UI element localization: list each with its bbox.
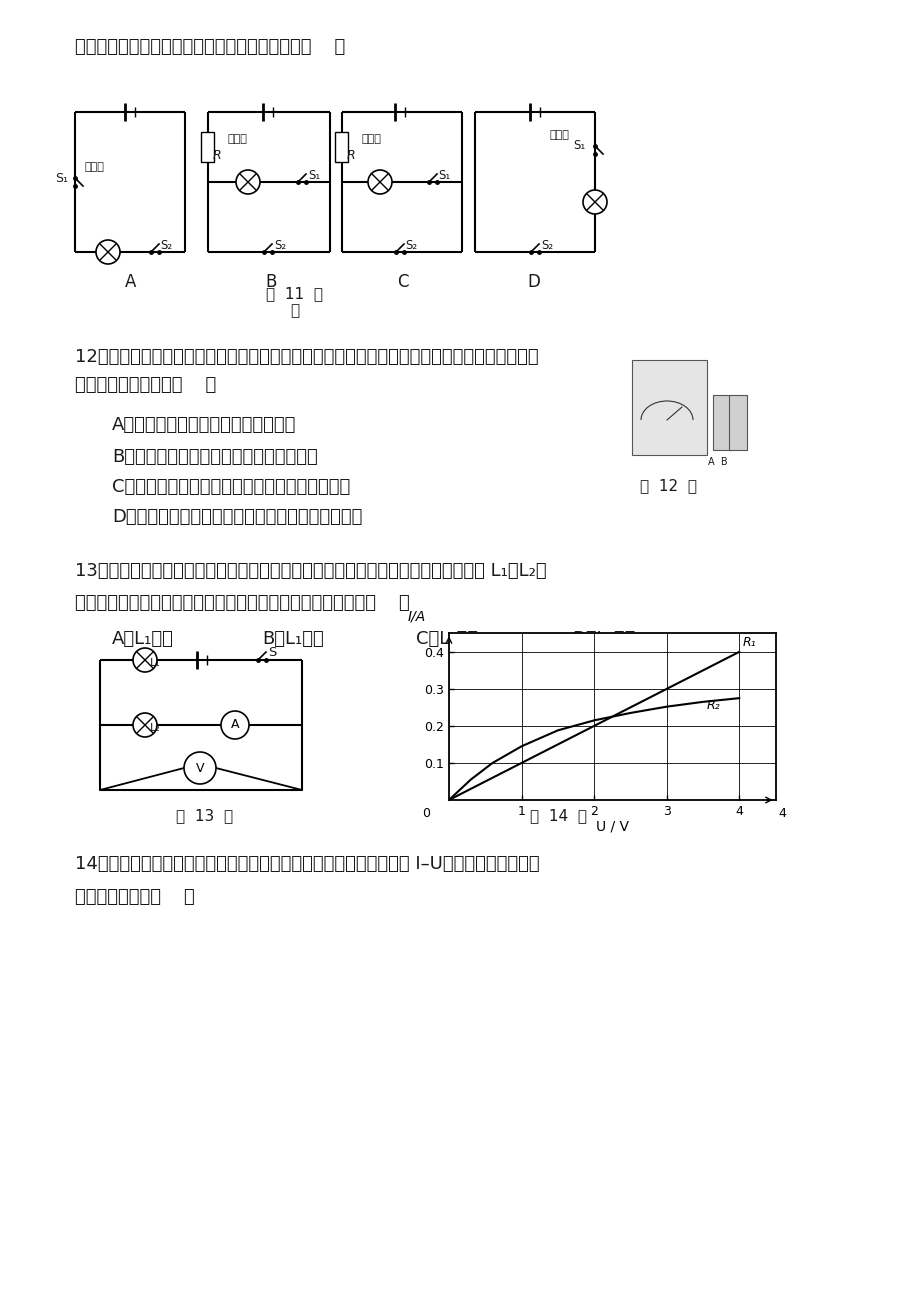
Text: A  B: A B bbox=[708, 457, 727, 467]
Circle shape bbox=[133, 713, 157, 737]
Text: 14．小明在研究通过导体的电流时，根据测量数据绘制出如图所示的 I–U图像。对此作出的判: 14．小明在研究通过导体的电流时，根据测量数据绘制出如图所示的 I–U图像。对此… bbox=[75, 855, 539, 874]
Text: B: B bbox=[265, 273, 276, 292]
Text: 指示灯: 指示灯 bbox=[228, 134, 247, 145]
Bar bbox=[631, 359, 706, 454]
Text: 第  13  题: 第 13 题 bbox=[176, 809, 233, 823]
Circle shape bbox=[221, 711, 249, 740]
Circle shape bbox=[184, 753, 216, 784]
Text: S₁: S₁ bbox=[573, 139, 584, 152]
Text: S₁: S₁ bbox=[437, 169, 449, 182]
Text: D: D bbox=[527, 273, 539, 292]
Text: 图: 图 bbox=[290, 303, 300, 318]
Text: 13．如图所示是某同学研究串联电路中电流、电压特点的电路图。当开关闭合时，灯 L₁、L₂都: 13．如图所示是某同学研究串联电路中电流、电压特点的电路图。当开关闭合时，灯 L… bbox=[75, 562, 546, 579]
Text: R₂: R₂ bbox=[706, 699, 720, 712]
Text: S₂: S₂ bbox=[540, 240, 552, 253]
Text: B．L₁短路: B．L₁短路 bbox=[262, 630, 323, 648]
Text: 12．小明用如图所示的电路，探究影响金属丝电阻大小的因素。他手边除了有电路中的器材外，: 12．小明用如图所示的电路，探究影响金属丝电阻大小的因素。他手边除了有电路中的器… bbox=[75, 348, 538, 366]
Bar bbox=[201, 132, 214, 161]
Text: A: A bbox=[125, 273, 136, 292]
Text: A: A bbox=[231, 719, 239, 732]
Text: 闭合，指示灯熄灭。下列设计最合理的电路图是（    ）: 闭合，指示灯熄灭。下列设计最合理的电路图是（ ） bbox=[75, 38, 345, 56]
Text: 指示灯: 指示灯 bbox=[550, 130, 569, 141]
Text: S₁: S₁ bbox=[308, 169, 320, 182]
Text: 4: 4 bbox=[777, 807, 785, 820]
Text: 第  14  题: 第 14 题 bbox=[529, 809, 586, 823]
Circle shape bbox=[96, 240, 119, 264]
Bar bbox=[728, 395, 746, 450]
Text: 还有一根金属丝，则（    ）: 还有一根金属丝，则（ ） bbox=[75, 376, 216, 395]
Text: V: V bbox=[196, 762, 204, 775]
Text: S₂: S₂ bbox=[274, 240, 286, 253]
Text: 第  12  题: 第 12 题 bbox=[640, 478, 697, 493]
Text: 指示灯: 指示灯 bbox=[361, 134, 381, 145]
Text: L₂: L₂ bbox=[150, 723, 161, 733]
Text: C: C bbox=[397, 273, 408, 292]
Text: C．L₂短路: C．L₂短路 bbox=[415, 630, 478, 648]
Circle shape bbox=[368, 171, 391, 194]
Text: L₁: L₁ bbox=[150, 658, 161, 668]
Text: A．只能探究电阻与金属丝长度的关系: A．只能探究电阻与金属丝长度的关系 bbox=[112, 417, 296, 434]
Bar bbox=[712, 395, 731, 450]
Circle shape bbox=[133, 648, 157, 672]
Circle shape bbox=[236, 171, 260, 194]
Text: 断中，错误的是（    ）: 断中，错误的是（ ） bbox=[75, 888, 195, 906]
Text: 不亮，电流表无示数，但电压表示数较大，则故障原因可能是（    ）: 不亮，电流表无示数，但电压表示数较大，则故障原因可能是（ ） bbox=[75, 594, 409, 612]
Text: R₁: R₁ bbox=[743, 637, 755, 650]
Text: C．电阻与金属丝长度、横截面积的关系都能探究: C．电阻与金属丝长度、横截面积的关系都能探究 bbox=[112, 478, 350, 496]
Text: 第  11  题: 第 11 题 bbox=[267, 286, 323, 301]
Text: D．L₂断路: D．L₂断路 bbox=[572, 630, 635, 648]
Text: S: S bbox=[267, 646, 276, 659]
X-axis label: U / V: U / V bbox=[596, 819, 628, 833]
Text: R: R bbox=[346, 148, 356, 161]
Text: I/A: I/A bbox=[407, 609, 425, 624]
Bar bbox=[335, 132, 348, 161]
Text: A．L₁断路: A．L₁断路 bbox=[112, 630, 174, 648]
Text: S₁: S₁ bbox=[55, 172, 68, 185]
Text: B．只能探究电阻与金属丝横截面积的关系: B．只能探究电阻与金属丝横截面积的关系 bbox=[112, 448, 317, 466]
Text: R: R bbox=[213, 148, 221, 161]
Text: S₂: S₂ bbox=[160, 240, 172, 253]
Text: 0: 0 bbox=[422, 807, 429, 820]
Text: S₂: S₂ bbox=[404, 240, 416, 253]
Text: D．电阻与金属丝长度、横截面积的关系都不能探究: D．电阻与金属丝长度、横截面积的关系都不能探究 bbox=[112, 508, 362, 526]
Circle shape bbox=[583, 190, 607, 214]
Text: 指示灯: 指示灯 bbox=[85, 161, 105, 172]
